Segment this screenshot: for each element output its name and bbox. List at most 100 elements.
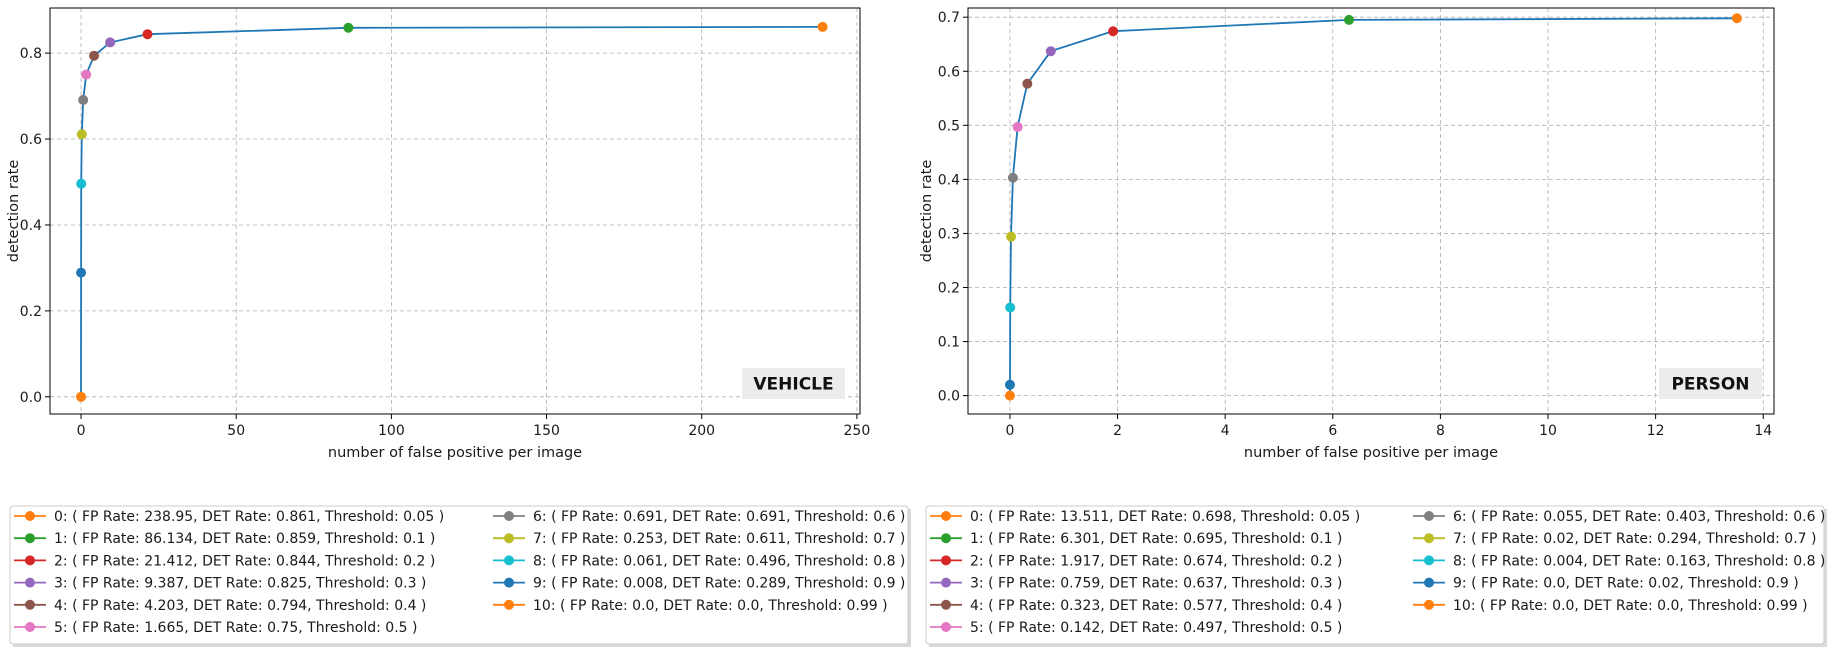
y-axis-label: detection rate [6, 160, 22, 263]
legend-marker-1 [25, 533, 35, 544]
plot-frame [967, 7, 1775, 415]
legend-entry-10: 10: ( FP Rate: 0.0, DET Rate: 0.0, Thres… [533, 598, 888, 614]
legend-entry-9: 9: ( FP Rate: 0.0, DET Rate: 0.02, Thres… [1453, 576, 1799, 592]
legend-entry-1: 1: ( FP Rate: 86.134, DET Rate: 0.859, T… [54, 531, 435, 547]
data-point-2 [1108, 26, 1119, 37]
x-tick-label: 100 [378, 423, 405, 439]
legend-marker-1 [941, 533, 951, 544]
y-tick-label: 0.6 [20, 132, 42, 148]
legend-marker-3 [941, 577, 951, 588]
legend-marker-8 [1424, 555, 1434, 566]
y-tick-label: 0.4 [938, 172, 960, 188]
legend-marker-4 [25, 599, 35, 610]
chart-vehicle: 0 50 100 150 200 250 0.0 0.2 0.4 0.6 0.8 number of … [6, 7, 911, 647]
data-point-8 [1005, 302, 1016, 313]
legend-marker-10 [1424, 599, 1434, 610]
data-point-7 [1006, 231, 1017, 242]
legend-entry-6: 6: ( FP Rate: 0.691, DET Rate: 0.691, Th… [533, 509, 905, 525]
legend-entry-3: 3: ( FP Rate: 9.387, DET Rate: 0.825, Th… [54, 576, 426, 592]
y-tick-label: 0.7 [938, 10, 960, 26]
legend-marker-2 [25, 555, 35, 566]
data-point-9 [1004, 379, 1015, 390]
data-point-5 [81, 69, 92, 80]
y-tick-label: 0.8 [20, 46, 42, 62]
chart-person: 0 2 4 6 8 10 12 14 0.0 0.1 0.2 0.3 0.4 0.5 0.6 0.7 numbe… [919, 7, 1827, 647]
legend-entry-4: 4: ( FP Rate: 0.323, DET Rate: 0.577, Th… [970, 598, 1342, 614]
y-tick-label: 0.2 [20, 304, 42, 320]
data-point-6 [78, 94, 89, 105]
legend-entry-4: 4: ( FP Rate: 4.203, DET Rate: 0.794, Th… [54, 598, 426, 614]
legend-marker-5 [25, 622, 35, 632]
y-tick-label: 0.2 [938, 280, 960, 296]
legend-entry-7: 7: ( FP Rate: 0.253, DET Rate: 0.611, Th… [533, 531, 905, 547]
class-badge-bg [1659, 368, 1762, 399]
legend-marker-10 [504, 599, 514, 610]
y-tick-label: 0.1 [938, 335, 960, 351]
legend-marker-7 [504, 533, 514, 544]
data-point-3 [105, 37, 116, 48]
legend-entry-0: 0: ( FP Rate: 238.95, DET Rate: 0.861, T… [54, 509, 444, 525]
data-point-5 [1012, 121, 1023, 132]
legend-entry-10: 10: ( FP Rate: 0.0, DET Rate: 0.0, Thres… [1453, 598, 1808, 614]
legend-marker-6 [504, 511, 514, 521]
data-point-0 [817, 21, 828, 32]
legend-marker-9 [1424, 577, 1434, 588]
data-point-1 [343, 22, 354, 33]
x-tick-label: 10 [1539, 423, 1557, 439]
legend-entry-9: 9: ( FP Rate: 0.008, DET Rate: 0.289, Th… [533, 576, 905, 592]
detection-curve [80, 26, 823, 397]
data-point-10 [76, 391, 87, 402]
x-tick-label: 4 [1221, 423, 1230, 439]
data-point-2 [142, 29, 153, 40]
data-point-3 [1045, 46, 1056, 57]
legend-marker-0 [941, 511, 951, 521]
y-axis-label: detection rate [919, 160, 935, 263]
x-tick-label: 150 [533, 423, 560, 439]
y-tick-label: 0.0 [20, 390, 42, 406]
x-tick-label: 200 [688, 423, 715, 439]
class-badge: PERSON [1671, 375, 1749, 395]
data-point-4 [1022, 78, 1033, 89]
data-point-8 [76, 178, 87, 189]
legend-entry-8: 8: ( FP Rate: 0.004, DET Rate: 0.163, Th… [1453, 553, 1825, 569]
x-tick-label: 6 [1328, 423, 1337, 439]
legend-entry-0: 0: ( FP Rate: 13.511, DET Rate: 0.698, T… [970, 509, 1360, 525]
data-point-0 [1731, 13, 1742, 24]
y-tick-label: 0.4 [20, 218, 42, 234]
class-badge-bg [742, 368, 845, 399]
legend-entry-1: 1: ( FP Rate: 6.301, DET Rate: 0.695, Th… [970, 531, 1342, 547]
legend-marker-6 [1424, 511, 1434, 521]
legend-marker-2 [941, 555, 951, 566]
class-badge: VEHICLE [753, 375, 833, 395]
x-tick-label: 250 [844, 423, 871, 439]
legend-marker-0 [25, 511, 35, 521]
detection-curve [1009, 17, 1737, 396]
data-point-9 [76, 267, 87, 278]
legend-marker-4 [941, 599, 951, 610]
x-tick-label: 12 [1647, 423, 1665, 439]
y-tick-label: 0.5 [938, 118, 960, 134]
x-tick-label: 8 [1436, 423, 1445, 439]
legend-entry-7: 7: ( FP Rate: 0.02, DET Rate: 0.294, Thr… [1453, 531, 1817, 547]
x-axis-label: number of false positive per image [1244, 445, 1498, 461]
legend-entry-2: 2: ( FP Rate: 1.917, DET Rate: 0.674, Th… [970, 553, 1342, 569]
y-tick-label: 0.6 [938, 64, 960, 80]
x-tick-label: 0 [77, 423, 86, 439]
legend-entry-3: 3: ( FP Rate: 0.759, DET Rate: 0.637, Th… [970, 576, 1342, 592]
legend-box [925, 505, 1825, 645]
data-point-1 [1343, 14, 1354, 25]
x-tick-label: 50 [227, 423, 245, 439]
legend-marker-9 [504, 577, 514, 588]
x-tick-label: 14 [1754, 423, 1772, 439]
legend-entry-5: 5: ( FP Rate: 1.665, DET Rate: 0.75, Thr… [54, 620, 418, 636]
legend-entry-5: 5: ( FP Rate: 0.142, DET Rate: 0.497, Th… [970, 620, 1342, 636]
data-point-7 [76, 129, 87, 140]
legend-marker-3 [25, 577, 35, 588]
legend-box [9, 505, 909, 645]
plot-frame [49, 7, 861, 415]
data-point-6 [1007, 172, 1018, 183]
x-tick-label: 2 [1113, 423, 1122, 439]
y-tick-label: 0.3 [938, 226, 960, 242]
x-tick-label: 0 [1006, 423, 1015, 439]
